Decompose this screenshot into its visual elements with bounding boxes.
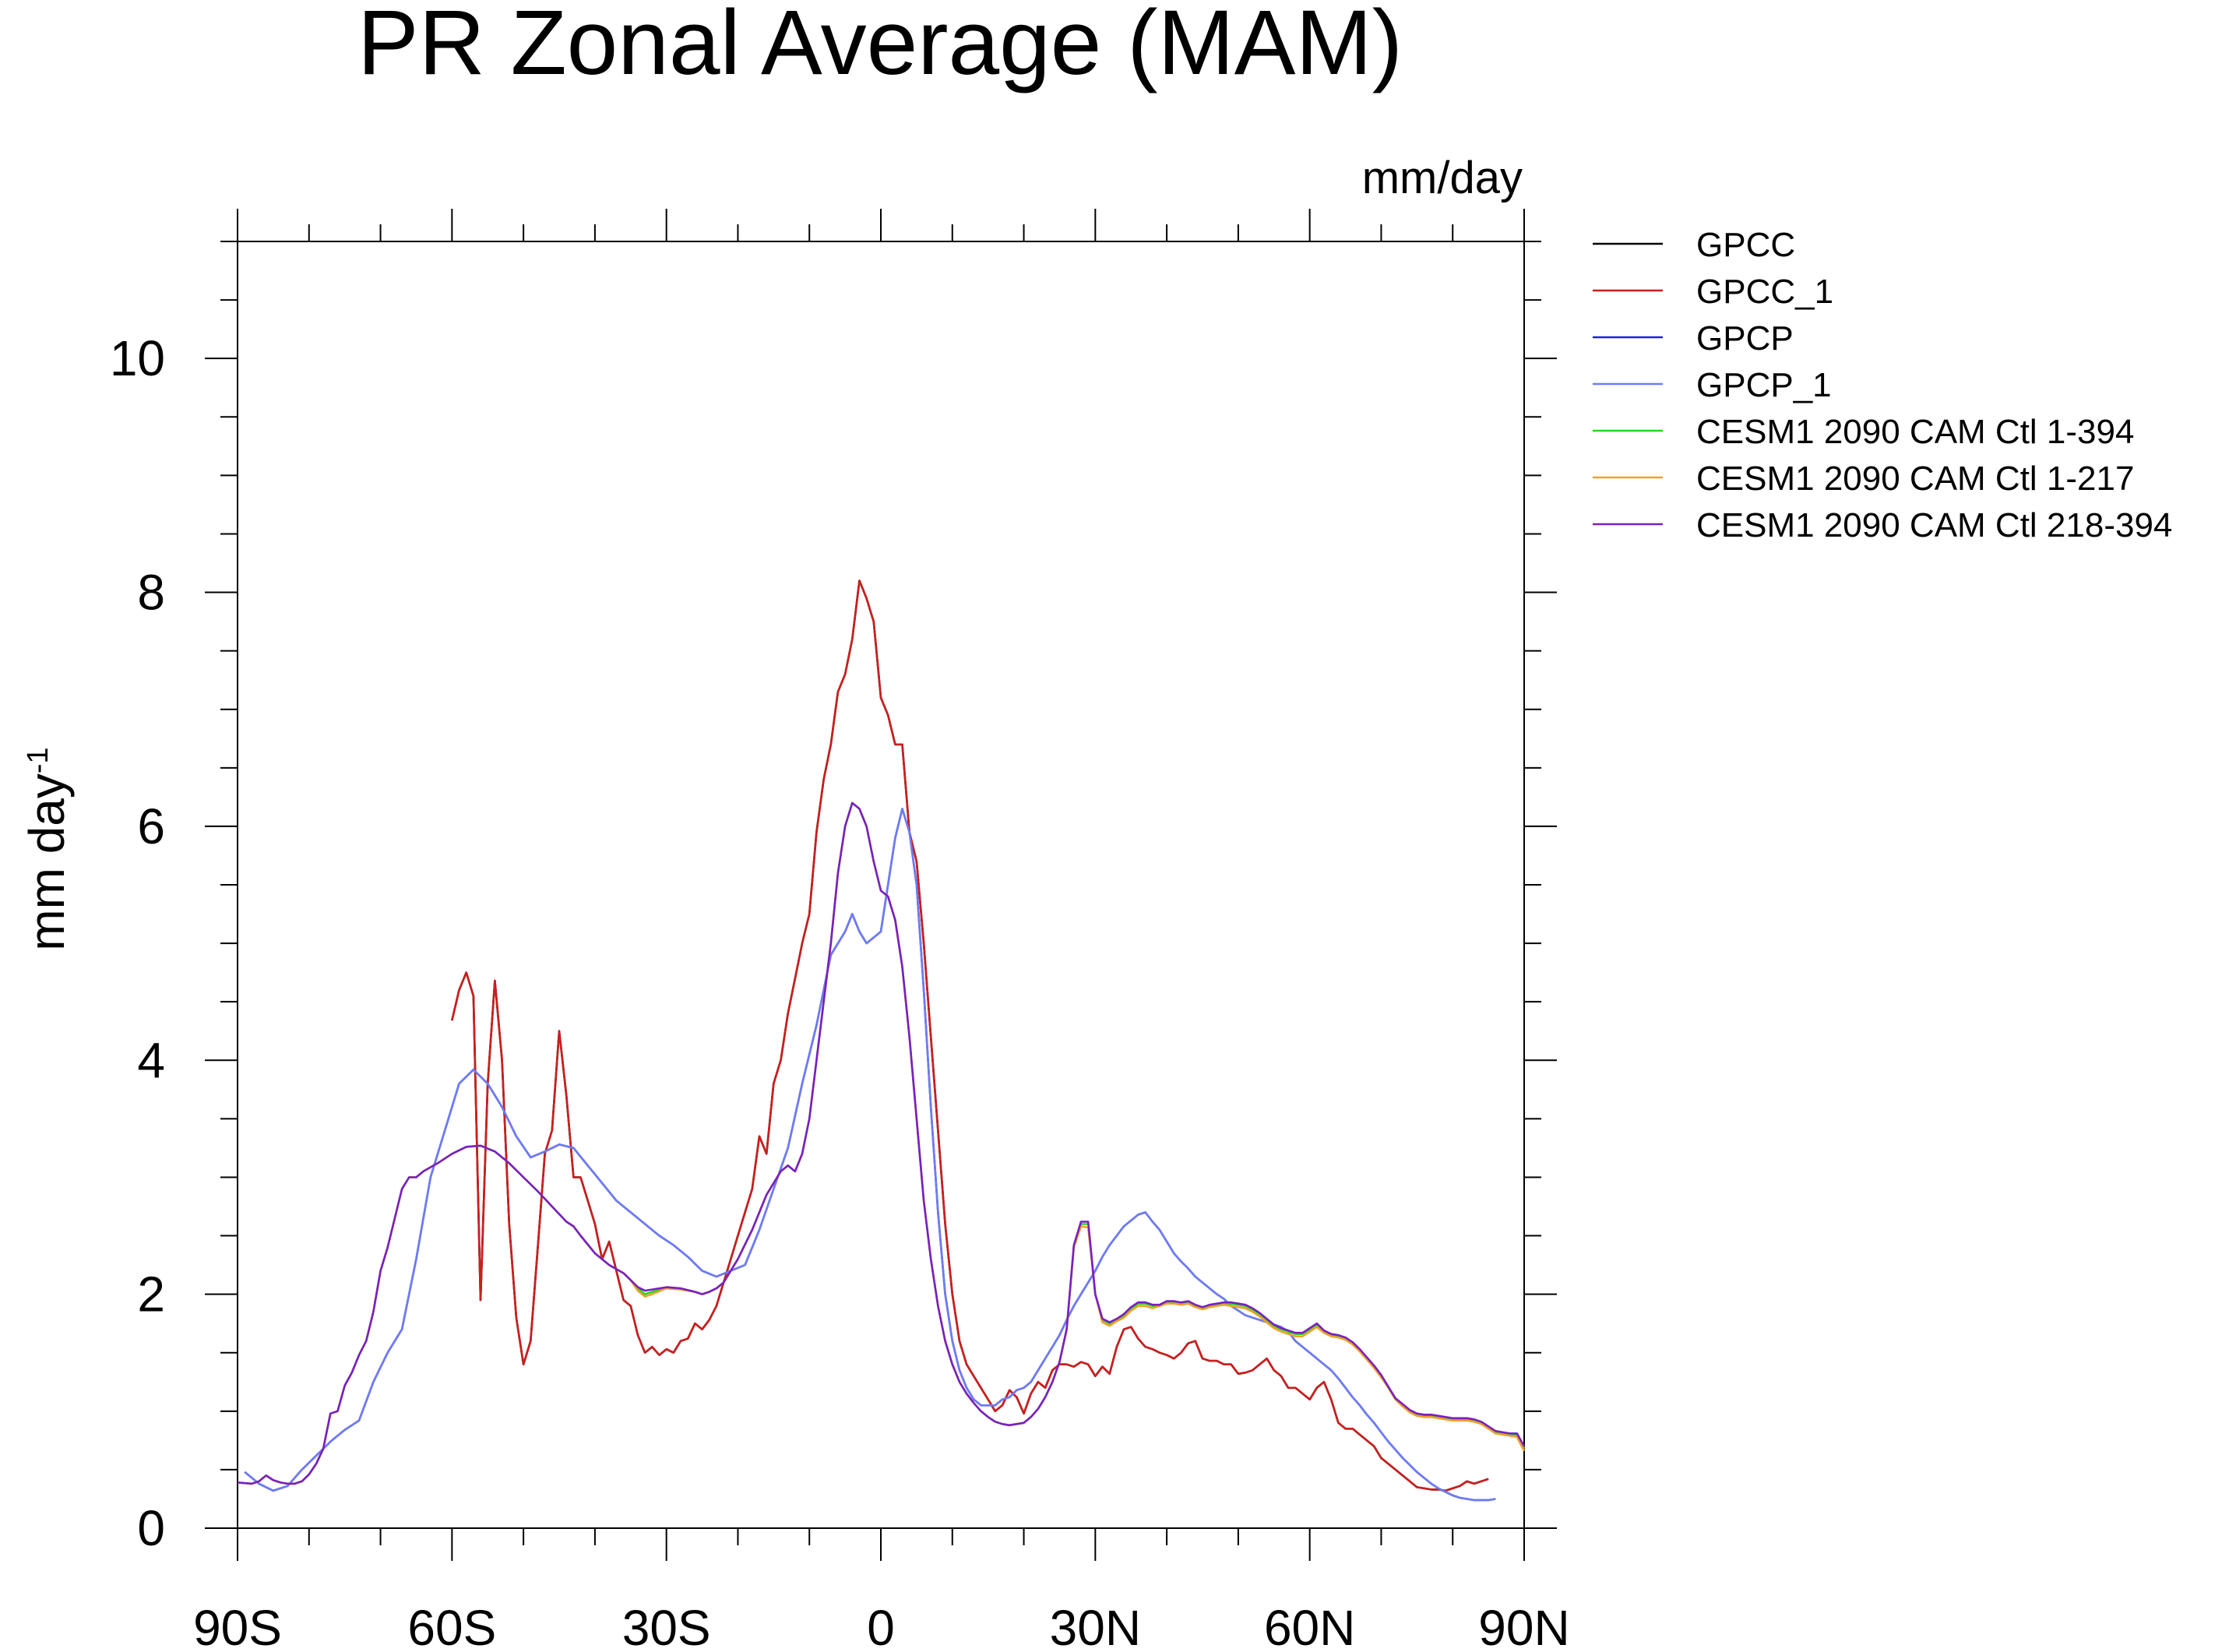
legend-label: CESM1 2090 CAM Ctl 218-394 — [1696, 506, 2172, 544]
axis-ticks — [205, 209, 1557, 1561]
y-axis-label: mm day-1 — [19, 747, 75, 950]
series-line-6 — [237, 801, 1526, 1485]
y-tick-label: 4 — [137, 1032, 165, 1088]
y-axis-label-superscript: -1 — [22, 747, 55, 773]
series-line-1 — [451, 579, 1489, 1492]
x-tick-label: 0 — [867, 1600, 895, 1652]
x-tick-label: 90S — [193, 1600, 282, 1652]
axis-tick-labels: 90S 60S 30S 0 30N 60N 90N 0 2 4 6 8 10 — [110, 330, 1570, 1652]
legend: GPCC GPCC_1 GPCP GPCP_1 CESM1 2090 CAM Ctl 1… — [1593, 226, 2172, 544]
units-label: mm/day — [1362, 153, 1523, 203]
legend-label: GPCC_1 — [1696, 273, 1833, 311]
plot-area: 90S 60S 30S 0 30N 60N 90N 0 2 4 6 8 10 — [110, 209, 1570, 1652]
series-line-7 — [237, 801, 1526, 1485]
series-lines — [237, 579, 1526, 1502]
y-tick-label: 6 — [137, 798, 165, 854]
x-tick-label: 30N — [1050, 1600, 1141, 1652]
series-line-2 — [451, 579, 1489, 1492]
x-tick-label: 60N — [1264, 1600, 1355, 1652]
chart-title: PR Zonal Average (MAM) — [357, 0, 1403, 94]
legend-label: CESM1 2090 CAM Ctl 1-394 — [1696, 413, 2134, 451]
legend-label: CESM1 2090 CAM Ctl 1-217 — [1696, 460, 2134, 498]
y-tick-label: 8 — [137, 565, 165, 621]
y-tick-label: 0 — [137, 1500, 165, 1556]
y-tick-label: 2 — [137, 1266, 165, 1323]
legend-label: GPCP — [1696, 319, 1794, 358]
series-line-3 — [244, 808, 1496, 1502]
x-tick-label: 60S — [407, 1600, 496, 1652]
series-line-4 — [244, 808, 1496, 1502]
y-axis-label-main: mm day — [19, 773, 75, 951]
y-tick-label: 10 — [110, 330, 165, 386]
series-line-5 — [237, 801, 1526, 1485]
x-tick-label: 30S — [622, 1600, 711, 1652]
x-tick-label: 90N — [1478, 1600, 1569, 1652]
legend-label: GPCC — [1696, 226, 1795, 264]
legend-label: GPCP_1 — [1696, 366, 1832, 404]
